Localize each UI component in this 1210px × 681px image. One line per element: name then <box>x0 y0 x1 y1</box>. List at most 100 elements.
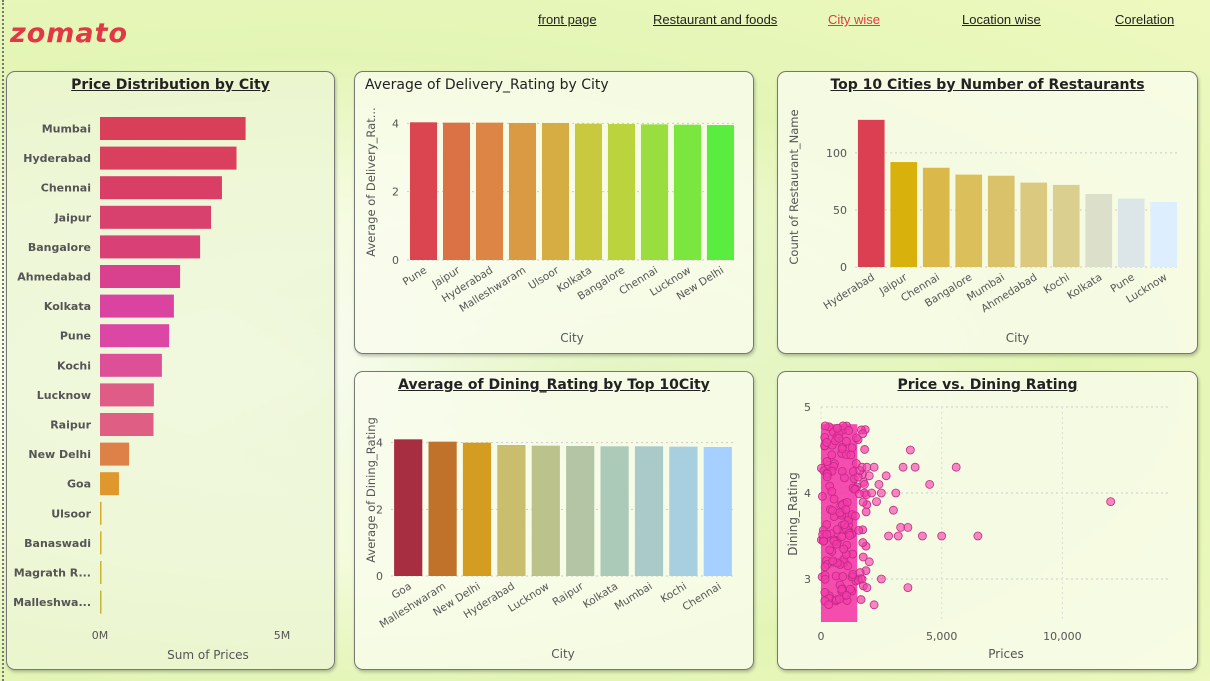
bar <box>100 590 102 614</box>
x-tick-label: Hyderabad <box>822 271 877 312</box>
scatter-point <box>864 557 874 567</box>
scatter-point <box>820 562 830 572</box>
scatter-point <box>973 531 983 541</box>
category-label: Banaswadi <box>24 537 91 550</box>
y-tick-label: 0 <box>840 261 847 274</box>
scatter-point <box>874 480 884 489</box>
scatter-point <box>842 590 851 600</box>
scatter-point <box>860 445 870 454</box>
price-vs-dining-card[interactable]: Price vs. Dining Rating 3 4 5 0 5,000 10,000 P… <box>777 371 1198 670</box>
bar <box>566 446 595 576</box>
scatter-point <box>840 473 849 483</box>
bar <box>673 124 702 260</box>
scatter-point <box>860 480 869 489</box>
scatter-point <box>842 497 852 507</box>
nav-restaurant-and-foods[interactable]: Restaurant and foods <box>653 12 778 27</box>
scatter-point <box>872 497 881 507</box>
x-tick-label: Mumbai <box>613 580 655 612</box>
scatter-point <box>884 531 893 541</box>
scatter-point <box>861 507 871 517</box>
x-tick-label: 0 <box>818 630 825 643</box>
scatter-point <box>832 423 842 433</box>
bar <box>100 413 154 436</box>
scatter-point <box>881 471 891 481</box>
scatter-point <box>869 600 879 610</box>
x-tick-label: Pune <box>401 264 429 288</box>
scatter-point <box>876 488 886 498</box>
scatter-point <box>837 444 847 454</box>
scatter-point <box>847 443 857 453</box>
scatter-point <box>891 488 901 498</box>
bar <box>100 472 119 496</box>
nav-corelation[interactable]: Corelation <box>1115 12 1175 27</box>
bar <box>428 441 457 576</box>
scatter-point <box>937 531 947 541</box>
bar <box>100 442 130 466</box>
bar <box>462 442 492 576</box>
bar <box>634 446 664 576</box>
category-label: Mumbai <box>42 123 91 136</box>
y-tick-label: 2 <box>376 503 383 516</box>
bar <box>531 445 560 576</box>
y-tick-label: 4 <box>376 437 383 450</box>
bar <box>857 119 885 267</box>
scatter-point <box>910 462 920 472</box>
nav-front-page[interactable]: front page <box>538 12 597 27</box>
bar <box>100 324 170 348</box>
delivery-rating-card[interactable]: Average of Delivery_Rating by City 0 2 4 Pu… <box>354 71 754 354</box>
bar <box>706 125 735 260</box>
scatter-point <box>898 462 908 472</box>
scatter-point <box>832 525 842 534</box>
category-label: Lucknow <box>37 389 91 402</box>
scatter-point <box>840 520 850 530</box>
scatter-point <box>848 569 858 579</box>
nav-location-wise[interactable]: Location wise <box>962 12 1041 27</box>
x-tick-label: Kolkata <box>1065 271 1104 302</box>
y-tick-label: 0 <box>376 570 383 583</box>
bar <box>703 447 732 576</box>
scatter-point <box>824 600 834 610</box>
x-tick-label: 0M <box>92 629 109 642</box>
bar <box>100 353 162 377</box>
zomato-logo: zomato <box>10 18 129 49</box>
nav-city-wise[interactable]: City wise <box>828 12 881 27</box>
x-axis-title: City <box>551 647 575 661</box>
scatter-point <box>889 505 898 515</box>
price-distribution-card[interactable]: Price Distribution by City Mumbai Hyderab… <box>6 71 335 670</box>
dining-rating-card[interactable]: Average of Dining_Rating by Top 10City 0… <box>354 371 754 670</box>
bar <box>100 383 154 407</box>
category-label: Hyderabad <box>23 152 91 165</box>
bar <box>600 446 629 576</box>
bar <box>394 439 423 576</box>
scatter-point <box>844 426 854 435</box>
selection-edge <box>2 0 4 681</box>
bar <box>1052 184 1080 267</box>
price-distribution-chart: Mumbai Hyderabad Chennai Jaipur Bangalore Ahm… <box>13 117 290 662</box>
scatter-point <box>822 438 832 447</box>
scatter-point <box>822 529 832 539</box>
scatter-point <box>842 436 851 446</box>
x-axis-title: Prices <box>988 647 1024 661</box>
scatter-point <box>828 506 837 515</box>
bar <box>100 176 222 200</box>
scatter-point <box>837 532 847 542</box>
top-cities-card[interactable]: Top 10 Cities by Number of Restaurants 0… <box>777 71 1198 354</box>
y-tick-label: 4 <box>392 117 399 130</box>
bar <box>100 531 102 555</box>
category-label: Chennai <box>41 182 91 195</box>
y-axis-title: Count of Restaurant_Name <box>787 109 801 264</box>
scatter-point <box>858 552 868 562</box>
bar <box>541 122 570 260</box>
x-tick-label: 5,000 <box>926 630 958 643</box>
scatter-point <box>856 595 866 604</box>
scatter-point <box>817 491 827 501</box>
chart-title: Top 10 Cities by Number of Restaurants <box>830 77 1145 93</box>
bar <box>100 205 212 229</box>
scatter-point <box>903 522 913 532</box>
category-label: Ulsoor <box>51 507 91 520</box>
scatter-point <box>832 539 842 549</box>
scatter-point <box>845 531 855 540</box>
